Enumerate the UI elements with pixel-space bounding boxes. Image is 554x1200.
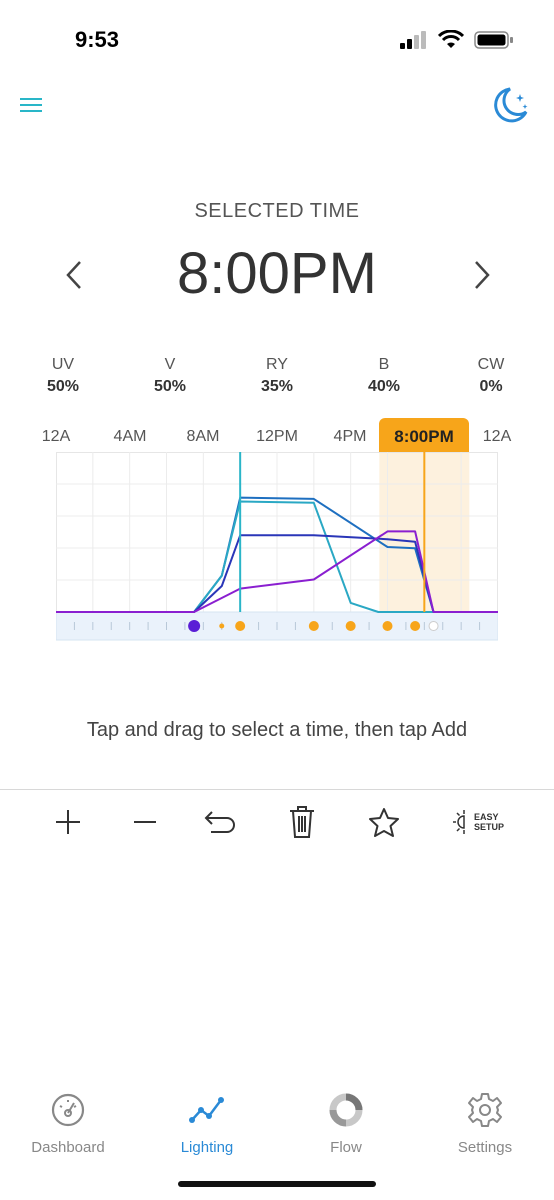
divider [0,789,554,790]
chevron-left-icon [66,261,81,289]
ring-icon [329,1093,363,1127]
tab-lighting[interactable]: Lighting [152,1092,262,1156]
night-mode-button[interactable] [490,84,532,126]
channel-uv: UV 50% [23,356,103,396]
marker-moon [428,621,439,631]
series-line-2 [56,500,498,613]
gear-icon [468,1093,502,1127]
trash-icon [290,806,314,838]
channel-value: 50% [46,378,80,395]
channel-value: 50% [153,378,187,395]
time-tick: 12A [482,428,512,445]
channel-value: 35% [260,378,294,395]
tab-label: Dashboard [31,1139,105,1156]
tab-label: Settings [457,1139,513,1156]
tab-dashboard[interactable]: Dashboard [13,1092,123,1156]
selected-time-tab[interactable]: 8:00PM [379,418,469,453]
undo-button[interactable] [198,802,242,842]
tab-settings[interactable]: Settings [430,1092,540,1156]
schedule-marker [308,621,319,631]
status-icons [400,30,514,50]
channel-name: UV [51,356,75,373]
channel-name: V [164,356,176,373]
status-time: 9:53 [75,27,120,52]
undo-icon [204,811,235,833]
sun-half-icon [452,810,465,834]
easy-setup-button[interactable]: EASY SETUP [448,802,508,842]
tab-label: Flow [330,1139,362,1156]
time-tick: 12PM [256,428,298,445]
favorite-button[interactable] [362,802,406,842]
channel-ry: RY 35% [237,356,317,396]
remove-button[interactable] [123,802,167,842]
hamburger-icon [20,98,42,100]
time-axis: 12A 4AM 8AM 12PM 4PM 8:00PM 12A [0,418,554,453]
plus-icon [56,810,80,834]
easy-setup-line1: EASY [473,812,499,822]
time-tick: 4PM [333,428,367,445]
star-icon [369,808,399,837]
channel-cw: CW 0% [451,356,531,396]
minus-icon [134,821,156,823]
tab-flow[interactable]: Flow [291,1092,401,1156]
schedule-marker [235,621,246,631]
lighting-chart-svg[interactable] [55,452,499,642]
selected-time-value: 8:00PM [177,241,377,306]
series-line-4 [56,530,498,613]
schedule-marker [188,620,201,632]
line-chart-icon [189,1097,224,1123]
hamburger-line [20,104,42,106]
schedule-marker [382,621,393,631]
schedule-marker [219,623,225,629]
delete-button[interactable] [280,802,324,842]
time-tick: 4AM [113,428,147,445]
channel-value: 40% [367,378,401,395]
schedule-marker [410,621,421,631]
channel-value: 0% [479,378,503,395]
channel-name: RY [266,356,288,373]
tab-label: Lighting [180,1139,234,1156]
channel-b: B 40% [344,356,424,396]
menu-button[interactable] [20,94,46,116]
home-indicator [178,1181,376,1187]
wifi-icon [438,30,464,48]
instruction-text: Tap and drag to select a time, then tap … [86,719,468,741]
chevron-right-icon [475,261,490,289]
signal-icon [400,31,426,49]
hamburger-line [20,110,42,112]
previous-time-button[interactable] [60,258,90,292]
battery-icon [474,31,513,49]
easy-setup-label: EASY SETUP [474,812,504,832]
schedule-marker [345,621,356,631]
channel-v: V 50% [130,356,210,396]
add-button[interactable] [46,802,90,842]
channel-name: B [378,356,390,373]
time-tick: 8AM [186,428,220,445]
easy-setup-line2: SETUP [473,822,504,832]
next-time-button[interactable] [466,258,496,292]
gauge-icon [51,1093,85,1127]
time-tick: 12A [41,428,71,445]
lighting-chart[interactable] [55,452,499,642]
channel-name: CW [477,356,505,373]
selected-time-label: SELECTED TIME [194,200,360,222]
moon-stars-icon [494,87,528,123]
